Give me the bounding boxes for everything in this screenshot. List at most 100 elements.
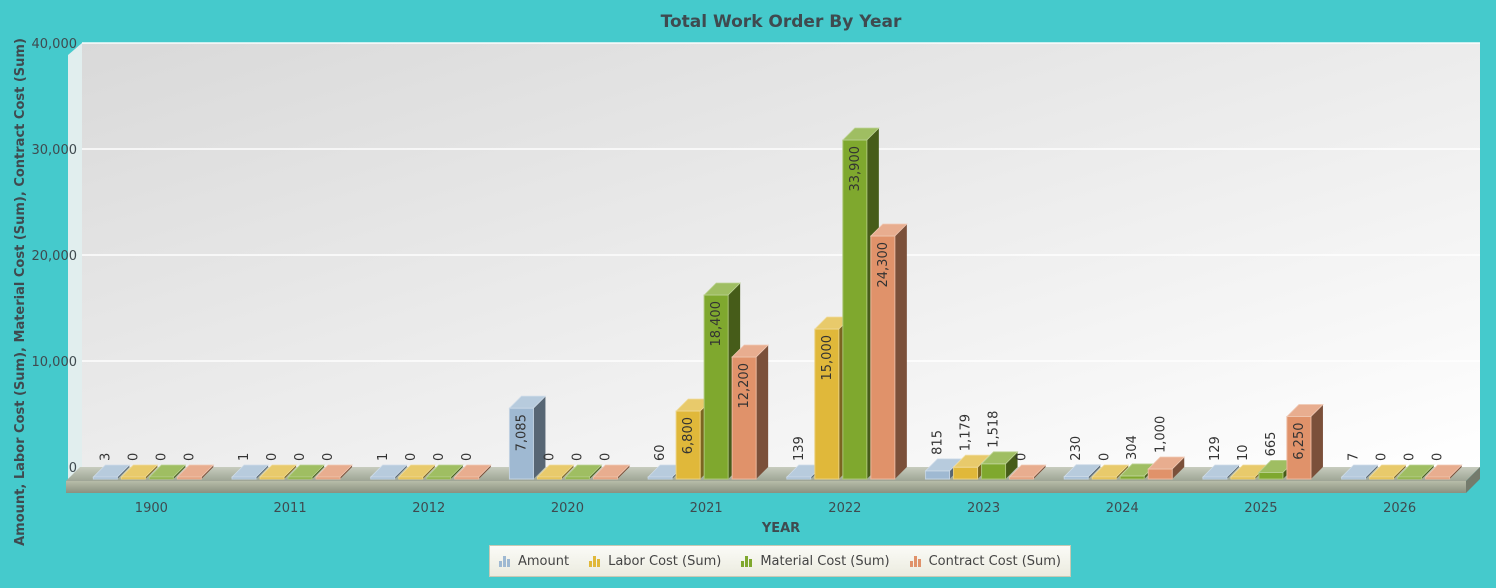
data-label: 0 [542, 453, 557, 461]
y-tick-label: 40,000 [32, 37, 78, 52]
legend-label: Labor Cost (Sum) [608, 553, 722, 569]
plot-area: 0 10,000 20,000 30,000 40,000 1900 2011 2012 202… [32, 37, 1480, 516]
data-label: 7,085 [514, 414, 529, 451]
bar-top [1201, 464, 1240, 478]
bar-top [869, 223, 908, 237]
bar-top [259, 464, 298, 478]
data-label: 0 [321, 453, 336, 461]
legend-item[interactable]: Amount [499, 554, 569, 569]
x-tick-label: 2022 [828, 501, 861, 516]
x-tick-label: 2026 [1383, 501, 1416, 516]
bar [259, 464, 298, 480]
bar-top [397, 464, 436, 478]
data-label: 33,900 [848, 146, 863, 192]
bar-front [1258, 471, 1284, 480]
y-axis-label: Amount, Labor Cost (Sum), Material Cost … [13, 38, 28, 546]
bar [1008, 464, 1047, 480]
data-label: 60 [653, 444, 668, 461]
bar-top [92, 464, 131, 478]
bar-side [1005, 451, 1018, 479]
data-label: 0 [265, 453, 280, 461]
bar-top [703, 282, 742, 296]
bar [536, 464, 575, 480]
bar-top [1063, 464, 1102, 478]
data-label: 6,250 [1292, 423, 1307, 460]
bar-top [1396, 464, 1435, 478]
data-label: 0 [460, 453, 475, 461]
bar-top [1285, 404, 1324, 417]
data-label: 0 [182, 453, 197, 461]
legend-item[interactable]: Material Cost (Sum) [741, 554, 890, 569]
bar-side [756, 345, 769, 479]
bar-front [1119, 475, 1145, 480]
bar-top [315, 464, 354, 478]
bar [1091, 464, 1130, 480]
bar-chart-icon [909, 555, 923, 567]
data-label: 0 [293, 453, 308, 461]
legend-item[interactable]: Labor Cost (Sum) [589, 554, 721, 569]
data-label: 24,300 [876, 242, 891, 288]
floor-front [66, 481, 1466, 493]
x-tick-label: 2020 [551, 501, 584, 516]
x-tick-label: 2023 [967, 501, 1000, 516]
bar-top [176, 464, 215, 478]
bar-top [508, 395, 547, 409]
data-label: 304 [1125, 435, 1140, 460]
data-label: 0 [1097, 453, 1112, 461]
data-label: 0 [432, 453, 447, 461]
bar [731, 344, 770, 480]
y-tick-label: 10,000 [32, 355, 78, 370]
bar-front [814, 328, 840, 480]
bar [1368, 464, 1407, 480]
bar-front [675, 410, 701, 480]
bar [148, 464, 187, 480]
bar [92, 464, 131, 480]
bar [287, 464, 326, 480]
bar-front [508, 407, 534, 480]
bar-top [231, 464, 270, 478]
legend-label: Amount [518, 553, 570, 569]
data-label: 230 [1069, 436, 1084, 461]
bar [1396, 464, 1435, 480]
bar-top [731, 344, 770, 358]
data-label: 18,400 [709, 301, 724, 347]
bar [869, 223, 908, 480]
bar [120, 464, 159, 480]
plot-left-wall [68, 43, 82, 479]
bar-top [1424, 464, 1463, 478]
bar-chart-icon [741, 555, 754, 567]
bar-top [952, 454, 991, 468]
bar-front [842, 139, 868, 480]
bar-front [981, 463, 1007, 480]
bar-side [1310, 404, 1323, 479]
bars [92, 127, 1463, 480]
data-label: 0 [126, 453, 141, 461]
bar-front [870, 235, 896, 480]
data-label: 0 [404, 453, 419, 461]
floor-side [1466, 467, 1480, 493]
bar [315, 464, 354, 480]
chart-title: Total Work Order By Year [661, 12, 902, 32]
bar-top [453, 464, 492, 478]
data-label: 1,518 [987, 411, 1002, 448]
legend-item[interactable]: Contract Cost (Sum) [909, 553, 1061, 569]
bar-top [1368, 464, 1407, 478]
y-tick-label: 0 [69, 461, 77, 476]
data-label: 1,179 [959, 414, 974, 451]
bar [1340, 464, 1379, 480]
x-tick-label: 2025 [1244, 501, 1277, 516]
data-label: 15,000 [820, 335, 835, 381]
bar [1285, 404, 1324, 480]
bar-top [425, 464, 464, 478]
bar-front [703, 294, 729, 480]
bar-top [841, 127, 880, 141]
data-label: 0 [1015, 453, 1030, 461]
x-tick-label: 2024 [1106, 501, 1139, 516]
data-label: 3 [98, 453, 113, 461]
bar-front [1147, 468, 1173, 480]
data-label: 0 [154, 453, 169, 461]
legend-label: Contract Cost (Sum) [928, 553, 1061, 569]
bar-top [120, 464, 159, 478]
